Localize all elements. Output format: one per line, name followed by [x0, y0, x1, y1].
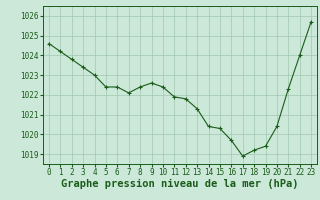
- X-axis label: Graphe pression niveau de la mer (hPa): Graphe pression niveau de la mer (hPa): [61, 179, 299, 189]
